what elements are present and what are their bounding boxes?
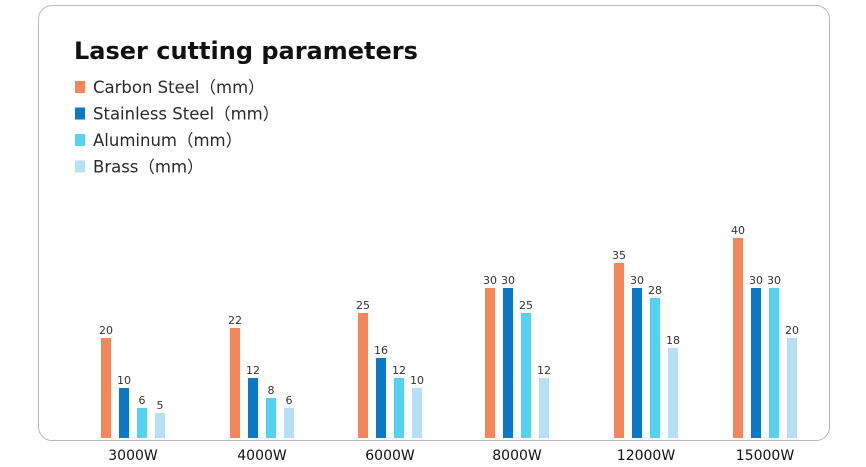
value-label-12000w-carbon-steel-mm: 35 — [612, 249, 626, 262]
bar-4000w-brass-mm — [284, 408, 294, 438]
bar-3000w-brass-mm — [155, 413, 165, 438]
value-label-6000w-aluminum-mm: 12 — [392, 364, 406, 377]
bar-8000w-brass-mm — [539, 378, 549, 438]
chart-frame — [38, 5, 830, 441]
value-label-3000w-carbon-steel-mm: 20 — [99, 324, 113, 337]
legend-label-stainless-steel-mm: Stainless Steel（mm） — [93, 105, 279, 124]
x-tick-label-6000w: 6000W — [365, 448, 415, 464]
bar-15000w-stainless-steel-mm — [751, 288, 761, 438]
bar-12000w-carbon-steel-mm — [614, 263, 624, 438]
value-label-8000w-stainless-steel-mm: 30 — [501, 274, 515, 287]
bar-3000w-carbon-steel-mm — [101, 338, 111, 438]
value-label-8000w-carbon-steel-mm: 30 — [483, 274, 497, 287]
chart-title: Laser cutting parameters — [74, 37, 418, 65]
value-label-4000w-brass-mm: 6 — [286, 394, 293, 407]
value-label-12000w-brass-mm: 18 — [666, 334, 680, 347]
value-label-3000w-aluminum-mm: 6 — [139, 394, 146, 407]
x-tick-label-3000w: 3000W — [108, 448, 158, 464]
value-label-4000w-stainless-steel-mm: 12 — [246, 364, 260, 377]
x-tick-label-12000w: 12000W — [617, 448, 676, 464]
bar-8000w-carbon-steel-mm — [485, 288, 495, 438]
value-label-15000w-brass-mm: 20 — [785, 324, 799, 337]
bar-15000w-aluminum-mm — [769, 288, 779, 438]
value-label-3000w-brass-mm: 5 — [157, 399, 164, 412]
bar-6000w-brass-mm — [412, 388, 422, 438]
legend-label-carbon-steel-mm: Carbon Steel（mm） — [93, 78, 265, 97]
x-axis-ticks: 3000W 4000W 6000W 8000W 12000W 15000W — [108, 448, 794, 464]
bar-15000w-carbon-steel-mm — [733, 238, 743, 438]
bar-4000w-aluminum-mm — [266, 398, 276, 438]
bar-12000w-stainless-steel-mm — [632, 288, 642, 438]
bar-6000w-stainless-steel-mm — [376, 358, 386, 438]
value-label-15000w-carbon-steel-mm: 40 — [731, 224, 745, 237]
bar-6000w-aluminum-mm — [394, 378, 404, 438]
legend-swatch-aluminum-mm — [75, 134, 85, 146]
value-label-12000w-stainless-steel-mm: 30 — [630, 274, 644, 287]
bar-8000w-aluminum-mm — [521, 313, 531, 438]
x-tick-label-15000w: 15000W — [736, 448, 795, 464]
bar-4000w-stainless-steel-mm — [248, 378, 258, 438]
bar-3000w-aluminum-mm — [137, 408, 147, 438]
bar-3000w-stainless-steel-mm — [119, 388, 129, 438]
x-tick-label-4000w: 4000W — [237, 448, 287, 464]
value-label-6000w-carbon-steel-mm: 25 — [356, 299, 370, 312]
legend: Carbon Steel（mm） Stainless Steel（mm） Alumi… — [75, 78, 279, 177]
value-label-4000w-aluminum-mm: 8 — [268, 384, 275, 397]
value-label-15000w-aluminum-mm: 30 — [767, 274, 781, 287]
value-label-15000w-stainless-steel-mm: 30 — [749, 274, 763, 287]
bars-group — [101, 238, 797, 438]
value-label-6000w-brass-mm: 10 — [410, 374, 424, 387]
legend-swatch-stainless-steel-mm — [75, 107, 85, 120]
value-label-4000w-carbon-steel-mm: 22 — [228, 314, 242, 327]
value-label-6000w-stainless-steel-mm: 16 — [374, 344, 388, 357]
value-label-8000w-brass-mm: 12 — [537, 364, 551, 377]
value-label-12000w-aluminum-mm: 28 — [648, 284, 662, 297]
legend-label-brass-mm: Brass（mm） — [93, 158, 204, 177]
value-label-3000w-stainless-steel-mm: 10 — [117, 374, 131, 387]
bar-15000w-brass-mm — [787, 338, 797, 438]
legend-swatch-brass-mm — [75, 160, 85, 173]
legend-swatch-carbon-steel-mm — [75, 81, 85, 93]
bar-12000w-brass-mm — [668, 348, 678, 438]
bar-8000w-stainless-steel-mm — [503, 288, 513, 438]
value-label-8000w-aluminum-mm: 25 — [519, 299, 533, 312]
bar-4000w-carbon-steel-mm — [230, 328, 240, 438]
bar-12000w-aluminum-mm — [650, 298, 660, 438]
legend-label-aluminum-mm: Aluminum（mm） — [93, 131, 242, 150]
x-tick-label-8000w: 8000W — [492, 448, 542, 464]
bar-6000w-carbon-steel-mm — [358, 313, 368, 438]
